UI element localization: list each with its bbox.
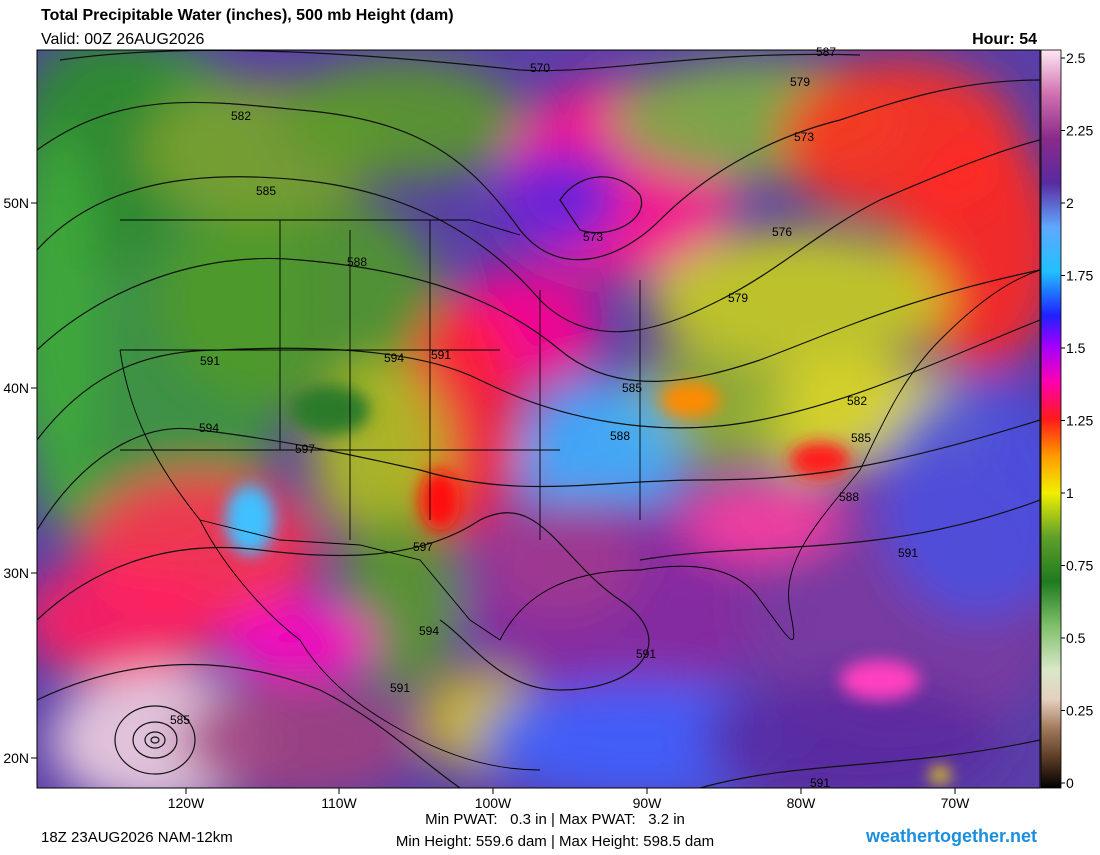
colorbar-tick-label: 1.75: [1066, 268, 1093, 284]
colorbar-tick-label: 0: [1066, 775, 1074, 791]
colorbar-tick-label: 2.25: [1066, 123, 1093, 139]
contour-label: 579: [728, 291, 748, 305]
lat-label: 40N: [3, 380, 29, 396]
colorbar-tick-label: 0.25: [1066, 703, 1093, 719]
forecast-hour: Hour: 54: [972, 31, 1037, 48]
contour-label: 585: [170, 713, 190, 727]
contour-label: 588: [839, 490, 859, 504]
height-contours: [37, 50, 1040, 788]
field-blob: [880, 380, 1040, 620]
contour-label: 597: [295, 442, 315, 456]
field-blob: [280, 60, 520, 180]
colorbar-tick-label: 1.5: [1066, 340, 1086, 356]
contour-label: 591: [200, 354, 220, 368]
field-blob: [37, 130, 100, 530]
contour-label: 588: [347, 255, 367, 269]
contour-label: 573: [583, 230, 603, 244]
field-blob: [160, 190, 440, 410]
field-spot: [290, 385, 370, 435]
pwat-range: Min PWAT: 0.3 in | Max PWAT: 3.2 in: [425, 811, 685, 828]
field-spot: [225, 485, 275, 555]
political-boundaries: [119, 219, 1040, 771]
lon-label: 80W: [787, 795, 817, 811]
lon-label: 70W: [941, 795, 971, 811]
field-blob: [480, 500, 640, 620]
contour-label: 587: [816, 45, 836, 59]
lat-label: 50N: [3, 195, 29, 211]
colorbar-tick-label: 2.5: [1066, 50, 1086, 66]
map-frame: [36, 49, 1041, 789]
field-blob: [180, 680, 420, 788]
field-spot: [930, 767, 950, 783]
lon-label: 110W: [321, 795, 357, 811]
colorbar-tick-label: 2: [1066, 195, 1074, 211]
contour-label: 591: [898, 546, 918, 560]
contour-label: 597: [413, 540, 433, 554]
colorbar-tick-label: 1.25: [1066, 413, 1093, 429]
field-blob: [650, 230, 950, 370]
height-range: Min Height: 559.6 dam | Max Height: 598.…: [396, 833, 714, 850]
contour-label: 591: [810, 776, 830, 790]
title: Total Precipitable Water (inches), 500 m…: [41, 7, 454, 24]
contour-label: 594: [199, 421, 219, 435]
map: [37, 50, 1040, 788]
field-spot: [840, 660, 920, 700]
valid-time: Valid: 00Z 26AUG2026: [41, 31, 204, 48]
site-link[interactable]: weathertogether.net: [865, 826, 1037, 846]
contour-label: 591: [390, 681, 410, 695]
field-spot: [790, 442, 850, 478]
contour-label: 594: [419, 624, 439, 638]
contour-label: 582: [231, 109, 251, 123]
contour-label: 573: [794, 130, 814, 144]
lat-label: 30N: [3, 565, 29, 581]
contour-label: 579: [790, 75, 810, 89]
contour-label: 585: [256, 184, 276, 198]
contour-label: 591: [636, 647, 656, 661]
lat-label: 20N: [3, 750, 29, 766]
colorbar-tick-label: 0.5: [1066, 630, 1086, 646]
colorbar-tick-label: 0.75: [1066, 558, 1093, 574]
contour-label: 582: [847, 394, 867, 408]
colorbar-tick-label: 1: [1066, 485, 1074, 501]
contour-label: 585: [622, 381, 642, 395]
lon-label: 100W: [475, 795, 512, 811]
model-run: 18Z 23AUG2026 NAM-12km: [41, 829, 233, 846]
contour-label: 585: [851, 431, 871, 445]
contour-label: 591: [431, 348, 451, 362]
field-blob: [680, 480, 840, 560]
field-blob: [37, 560, 220, 680]
field-blob: [700, 680, 1000, 788]
colorbar: [1040, 49, 1062, 789]
lon-label: 90W: [633, 795, 663, 811]
contour-label: 588: [610, 429, 630, 443]
contour-label: 570: [530, 61, 550, 75]
contour-label: 576: [772, 225, 792, 239]
field-spot: [660, 382, 720, 418]
contour-label: 594: [384, 351, 404, 365]
lon-label: 120W: [168, 795, 205, 811]
